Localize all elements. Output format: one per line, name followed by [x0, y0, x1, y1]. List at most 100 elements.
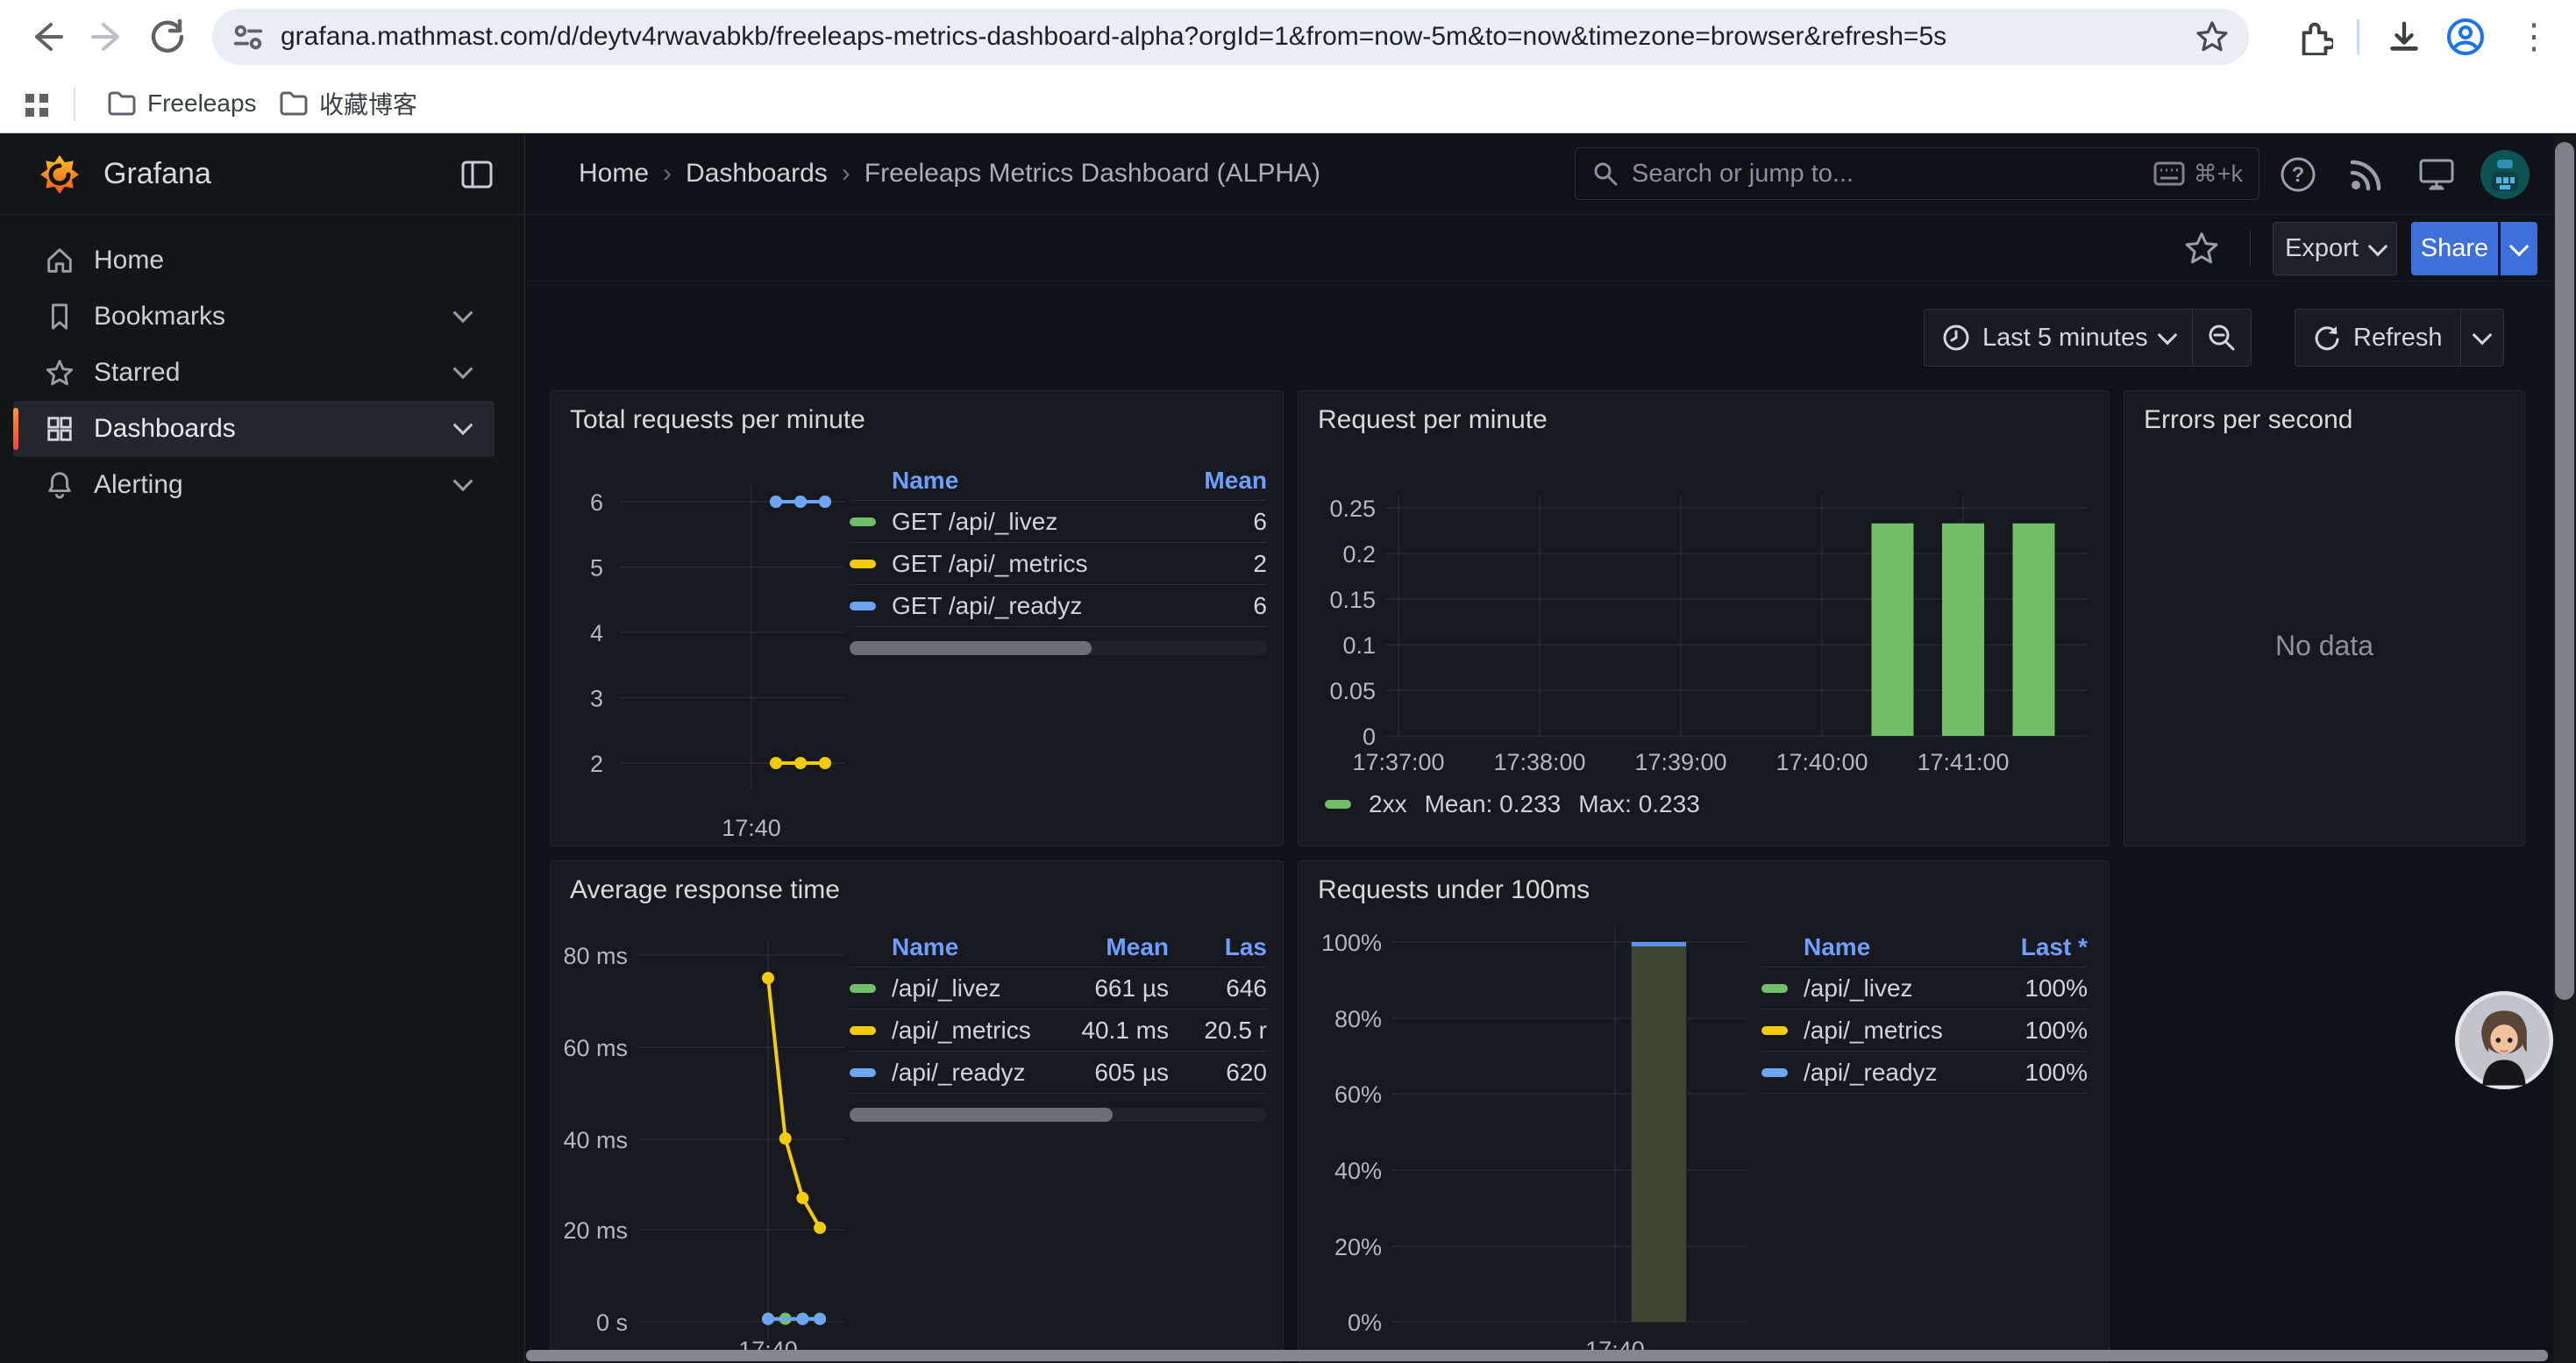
svg-text:17:39:00: 17:39:00	[1634, 749, 1726, 775]
legend-row[interactable]: /api/_metrics 40.1 ms 20.5 r	[850, 1010, 1267, 1052]
monitor-icon[interactable]	[2416, 154, 2457, 195]
chart-request-per-minute[interactable]: 0.250.20.150.10.05017:37:0017:38:0017:39…	[1299, 391, 2109, 846]
svg-text:17:38:00: 17:38:00	[1493, 749, 1585, 775]
user-avatar[interactable]	[2480, 149, 2530, 200]
floating-assistant-avatar[interactable]	[2455, 991, 2553, 1089]
grafana-logo[interactable]	[39, 153, 81, 196]
bookmark-icon	[45, 302, 75, 332]
refresh-button[interactable]: Refresh	[2295, 310, 2460, 366]
legend-row[interactable]: GET /api/_livez 6	[850, 501, 1267, 543]
apps-grid-icon[interactable]	[19, 88, 54, 123]
chevron-down-icon[interactable]	[453, 415, 473, 435]
chevron-down-icon[interactable]	[453, 359, 473, 379]
sidebar-item-label: Home	[94, 246, 495, 275]
url-text: grafana.mathmast.com/d/deytv4rwavabkb/fr…	[281, 22, 2195, 52]
sidebar-item-home[interactable]: Home	[13, 232, 495, 289]
share-button[interactable]: Share	[2411, 222, 2498, 275]
svg-text:?: ?	[2292, 163, 2305, 187]
legend-inline[interactable]: 2xx Mean: 0.233 Max: 0.233	[1325, 790, 1700, 818]
legend-table: Name Mean Las /api/_livez 661 µs 646 /ap…	[850, 928, 1267, 1122]
series-mean: Mean: 0.233	[1425, 790, 1562, 818]
svg-text:0 s: 0 s	[596, 1309, 628, 1336]
series-pill	[850, 1026, 876, 1035]
rss-icon[interactable]	[2346, 154, 2387, 195]
svg-text:17:41:00: 17:41:00	[1917, 749, 2009, 775]
svg-text:80%: 80%	[1334, 1006, 1382, 1032]
breadcrumb-dashboards[interactable]: Dashboards	[686, 159, 828, 189]
sidebar-item-label: Bookmarks	[94, 302, 456, 332]
series-pill	[850, 517, 876, 526]
site-settings-icon[interactable]	[231, 20, 265, 54]
star-icon	[45, 358, 75, 388]
series-pill	[1761, 1026, 1788, 1035]
time-range-button[interactable]: Last 5 minutes	[1925, 310, 2192, 366]
time-range-label: Last 5 minutes	[1982, 324, 2148, 353]
address-bar[interactable]: grafana.mathmast.com/d/deytv4rwavabkb/fr…	[212, 9, 2249, 65]
reload-button[interactable]	[143, 12, 192, 61]
sidebar-item-label: Alerting	[94, 470, 456, 500]
back-button[interactable]	[22, 12, 71, 61]
star-dashboard-icon[interactable]	[2181, 228, 2222, 268]
share-menu-button[interactable]	[2501, 222, 2537, 275]
download-icon[interactable]	[2380, 12, 2429, 61]
chevron-down-icon[interactable]	[453, 303, 473, 323]
series-pill	[1761, 984, 1788, 993]
profile-icon[interactable]	[2441, 12, 2490, 61]
legend-row[interactable]: GET /api/_readyz 6	[850, 585, 1267, 627]
sidebar-item-alerting[interactable]: Alerting	[13, 457, 495, 513]
export-label: Export	[2285, 234, 2359, 263]
svg-text:17:40: 17:40	[722, 815, 781, 841]
legend-scrollbar[interactable]	[850, 1108, 1267, 1122]
sidebar-item-dashboards[interactable]: Dashboards	[13, 401, 495, 457]
search-placeholder: Search or jump to...	[1632, 160, 2153, 189]
breadcrumb-separator: ›	[842, 159, 850, 189]
svg-text:17:40:00: 17:40:00	[1775, 749, 1868, 775]
browser-menu-icon[interactable]: ⋮	[2509, 12, 2558, 61]
forward-button[interactable]	[83, 12, 132, 61]
vertical-scrollbar-thumb[interactable]	[2555, 142, 2574, 1000]
svg-text:60%: 60%	[1334, 1081, 1382, 1108]
dock-menu-icon[interactable]	[461, 161, 493, 189]
series-pill	[1761, 1068, 1788, 1077]
home-icon	[45, 246, 75, 275]
legend-row[interactable]: GET /api/_metrics 2	[850, 543, 1267, 585]
refresh-icon	[2313, 324, 2341, 352]
breadcrumb-home[interactable]: Home	[579, 159, 649, 189]
breadcrumb-separator: ›	[663, 159, 672, 189]
svg-text:4: 4	[590, 620, 603, 646]
zoom-out-button[interactable]	[2193, 310, 2251, 366]
bookmark-label: Freeleaps	[147, 89, 257, 118]
legend-row[interactable]: /api/_readyz 605 µs 620	[850, 1052, 1267, 1094]
sidebar-header: Grafana	[0, 134, 524, 215]
panel-title[interactable]: Errors per second	[2144, 405, 2352, 435]
bookmark-folder-blogs[interactable]: 收藏博客	[279, 84, 417, 123]
sidebar-item-starred[interactable]: Starred	[13, 345, 495, 401]
bell-icon	[45, 470, 75, 500]
svg-text:20 ms: 20 ms	[563, 1217, 628, 1244]
toolbar-divider	[2357, 19, 2359, 54]
legend-row[interactable]: /api/_livez 661 µs 646	[850, 967, 1267, 1010]
extensions-icon[interactable]	[2290, 12, 2339, 61]
legend-row[interactable]: /api/_readyz 100%	[1761, 1052, 2088, 1094]
search-input[interactable]: Search or jump to... ⌘+k	[1575, 147, 2259, 200]
bookmark-star-icon[interactable]	[2195, 19, 2230, 54]
toolbar-divider	[2250, 230, 2251, 267]
horizontal-scrollbar-thumb[interactable]	[526, 1350, 2548, 1361]
legend-row[interactable]: /api/_livez 100%	[1761, 967, 2088, 1010]
svg-text:0.15: 0.15	[1329, 587, 1376, 613]
panel-requests-under-100ms: Requests under 100ms 100%80%60%40%20%0%1…	[1298, 860, 2110, 1363]
series-name: 2xx	[1369, 790, 1407, 818]
legend-scrollbar[interactable]	[850, 641, 1267, 655]
sidebar-item-bookmarks[interactable]: Bookmarks	[13, 289, 495, 345]
time-range-picker[interactable]: Last 5 minutes	[1924, 309, 2252, 367]
bookmark-folder-freeleaps[interactable]: Freeleaps	[107, 84, 257, 123]
export-button[interactable]: Export	[2273, 222, 2397, 275]
refresh-picker[interactable]: Refresh	[2295, 309, 2504, 367]
chevron-down-icon	[2509, 236, 2530, 256]
chevron-down-icon[interactable]	[453, 471, 473, 491]
series-pill	[850, 1068, 876, 1077]
series-pill	[850, 984, 876, 993]
legend-row[interactable]: /api/_metrics 100%	[1761, 1010, 2088, 1052]
help-icon[interactable]: ?	[2278, 154, 2318, 195]
refresh-interval-button[interactable]	[2461, 310, 2503, 366]
